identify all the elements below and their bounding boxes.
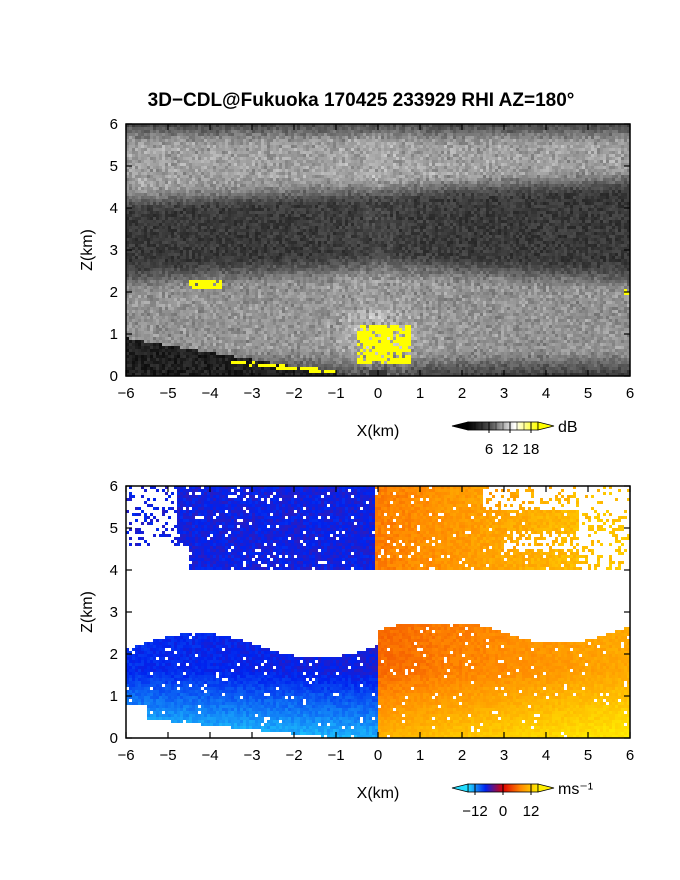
- y-tick-label: 6: [110, 478, 118, 495]
- colorbar-tick-label: 0: [499, 803, 507, 820]
- x-tick-label: 2: [458, 747, 466, 764]
- x-tick-label: −2: [285, 385, 302, 402]
- x-tick-label: −4: [201, 747, 218, 764]
- x-tick-label: 0: [374, 385, 382, 402]
- x-tick-label: 3: [500, 747, 508, 764]
- x-axis-label: X(km): [357, 423, 400, 440]
- y-tick-label: 0: [110, 368, 118, 385]
- x-tick-label: 6: [626, 385, 634, 402]
- x-tick-label: 5: [584, 385, 592, 402]
- x-tick-label: 3: [500, 385, 508, 402]
- x-tick-label: 5: [584, 747, 592, 764]
- y-tick-label: 4: [110, 562, 118, 579]
- colorbar-under-arrow: [451, 421, 469, 431]
- y-tick-label: 1: [110, 326, 118, 343]
- colorbar-tick-label: −12: [462, 803, 487, 820]
- figure-title: 3D−CDL@Fukuoka 170425 233929 RHI AZ=180°: [148, 90, 575, 111]
- y-tick-label: 2: [110, 284, 118, 301]
- x-tick-label: −6: [117, 385, 134, 402]
- colorbar-over-arrow: [537, 421, 555, 431]
- x-tick-label: −6: [117, 747, 134, 764]
- y-tick-label: 6: [110, 116, 118, 133]
- x-tick-label: −5: [159, 747, 176, 764]
- colorbar-tick-label: 18: [523, 441, 540, 458]
- colorbar-tick-label: 12: [523, 803, 540, 820]
- y-tick-label: 5: [110, 520, 118, 537]
- x-axis-label: X(km): [357, 785, 400, 802]
- colorbar-unit: ms⁻¹: [558, 781, 593, 798]
- x-tick-label: 2: [458, 385, 466, 402]
- y-axis-label: Z(km): [79, 229, 96, 271]
- velocity-field: [126, 486, 630, 738]
- x-tick-label: 4: [542, 385, 550, 402]
- x-tick-label: 4: [542, 747, 550, 764]
- x-tick-label: 6: [626, 747, 634, 764]
- x-tick-label: 1: [416, 385, 424, 402]
- colorbar-tick-label: 12: [502, 441, 519, 458]
- y-axis-label: Z(km): [79, 591, 96, 633]
- x-tick-label: −3: [243, 385, 260, 402]
- colorbar-unit: dB: [558, 419, 578, 436]
- colorbar-under-arrow: [451, 783, 469, 793]
- velocity-panel: −6 −5 −4 −3 −2 −1 0 1 2 3 4 5 60123456X(km)Z(km)ms⁻¹…: [79, 478, 634, 820]
- x-tick-label: −1: [327, 747, 344, 764]
- x-tick-label: 0: [374, 747, 382, 764]
- reflectivity-field: [126, 124, 630, 376]
- y-tick-label: 5: [110, 158, 118, 175]
- x-tick-label: −3: [243, 747, 260, 764]
- y-tick-label: 1: [110, 688, 118, 705]
- y-tick-label: 3: [110, 604, 118, 621]
- y-tick-label: 0: [110, 730, 118, 747]
- x-tick-label: −2: [285, 747, 302, 764]
- x-tick-label: 1: [416, 747, 424, 764]
- colorbar-tick-label: 6: [485, 441, 493, 458]
- y-tick-label: 4: [110, 200, 118, 217]
- x-tick-label: −4: [201, 385, 218, 402]
- x-tick-label: −5: [159, 385, 176, 402]
- y-tick-label: 3: [110, 242, 118, 259]
- x-tick-label: −1: [327, 385, 344, 402]
- colorbar-over-arrow: [537, 783, 555, 793]
- y-tick-label: 2: [110, 646, 118, 663]
